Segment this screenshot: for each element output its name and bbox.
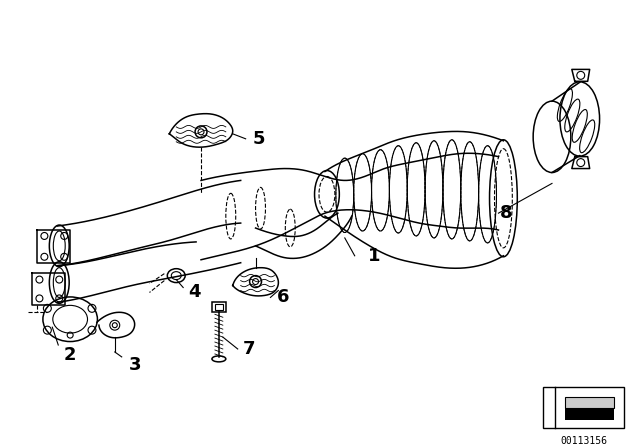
Polygon shape	[565, 396, 614, 409]
Text: 5: 5	[252, 130, 265, 148]
Bar	[215, 304, 223, 310]
Bar	[565, 409, 614, 420]
Bar	[543, 387, 625, 428]
Text: 00113156: 00113156	[560, 436, 607, 446]
Text: 7: 7	[243, 340, 255, 358]
Bar	[212, 302, 226, 312]
Text: 4: 4	[188, 284, 200, 302]
Text: 8: 8	[500, 204, 513, 222]
Text: 2: 2	[64, 346, 76, 364]
Text: 3: 3	[129, 356, 141, 374]
Text: 6: 6	[277, 289, 289, 306]
Text: 1: 1	[368, 247, 381, 265]
